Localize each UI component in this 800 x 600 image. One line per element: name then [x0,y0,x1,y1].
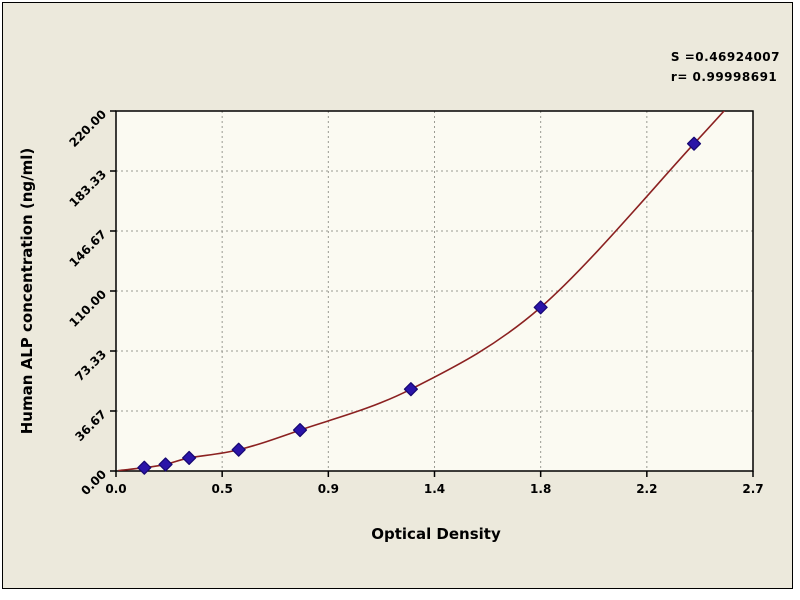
x-tick-label: 2.2 [636,482,657,496]
data-point-marker [533,300,548,315]
data-point-marker [137,460,152,475]
x-tick-label: 2.7 [742,482,763,496]
x-axis-title: Optical Density [371,525,501,543]
y-tick-label: 110.00 [66,287,109,330]
data-point-marker [231,442,246,457]
y-tick-label: 220.00 [66,107,109,150]
data-point-marker [182,450,197,466]
data-point-marker [292,422,308,438]
r-value-text: r= 0.99998691 [670,70,778,84]
data-point-marker [686,136,702,151]
x-tick-label: 0.5 [212,482,233,496]
x-tick-label: 1.4 [424,482,445,496]
s-value-text: S =0.46924007 [670,50,780,64]
data-point-marker [158,457,173,472]
y-tick-label: 183.33 [66,167,109,210]
y-tick-label: 36.67 [72,407,109,444]
x-tick-label: 0.9 [318,482,339,496]
fit-statistics: S =0.46924007 r= 0.99998691 [671,47,780,87]
y-tick-label: 73.33 [72,347,109,384]
y-tick-label: 146.67 [66,227,109,270]
elisa-standard-curve-figure: S =0.46924007 r= 0.99998691 Human ALP co… [2,2,793,589]
x-tick-label: 1.8 [530,482,551,496]
plot-border [115,110,754,472]
data-point-marker [403,382,419,397]
x-tick-label: 0.0 [105,482,126,496]
chart-plot-area: 0.0 0.5 0.9 1.4 1.8 2.2 2.70.0036.6773.33110.0… [66,107,763,498]
